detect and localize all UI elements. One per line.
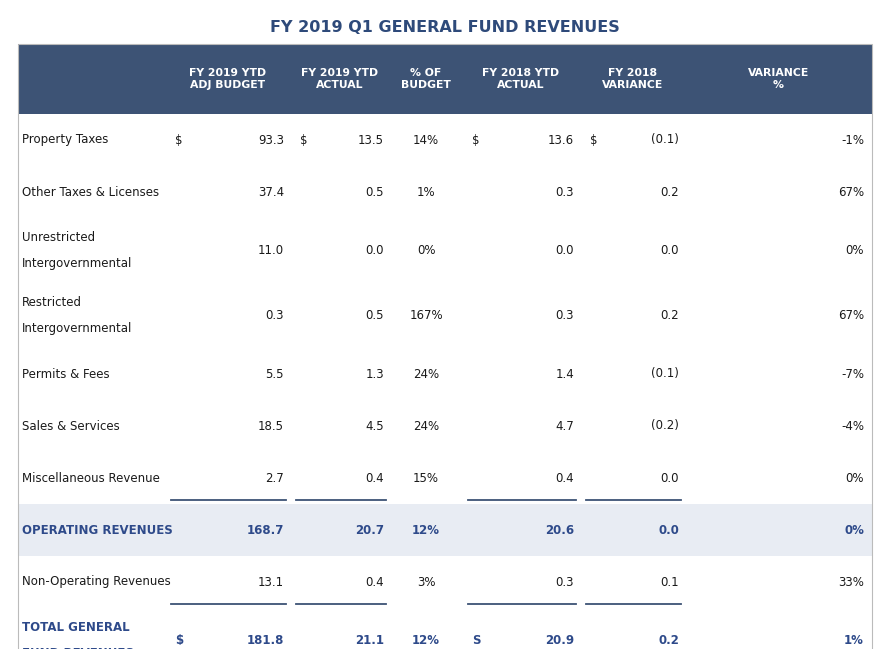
Text: $: $ [300, 134, 308, 147]
Text: 20.6: 20.6 [545, 524, 574, 537]
Text: 2.7: 2.7 [265, 472, 284, 485]
Text: 0%: 0% [846, 244, 864, 257]
Text: $: $ [175, 634, 183, 647]
Text: Other Taxes & Licenses: Other Taxes & Licenses [22, 186, 159, 199]
Text: FY 2019 YTD
ACTUAL: FY 2019 YTD ACTUAL [302, 67, 378, 90]
Text: 167%: 167% [409, 309, 443, 322]
Text: $: $ [472, 134, 480, 147]
Text: FY 2019 YTD
ADJ BUDGET: FY 2019 YTD ADJ BUDGET [189, 67, 266, 90]
Text: 12%: 12% [412, 524, 440, 537]
Text: % OF
BUDGET: % OF BUDGET [401, 67, 451, 90]
Text: 181.8: 181.8 [247, 634, 284, 647]
Text: 18.5: 18.5 [258, 419, 284, 432]
Text: Property Taxes: Property Taxes [22, 134, 109, 147]
Text: 24%: 24% [413, 419, 439, 432]
Text: 21.1: 21.1 [355, 634, 384, 647]
Text: -4%: -4% [841, 419, 864, 432]
Text: $: $ [590, 134, 597, 147]
Text: 5.5: 5.5 [265, 367, 284, 380]
Text: 15%: 15% [413, 472, 439, 485]
Text: 0.5: 0.5 [366, 186, 384, 199]
Text: 0.4: 0.4 [366, 576, 384, 589]
Text: (0.1): (0.1) [651, 134, 679, 147]
Text: 0.0: 0.0 [366, 244, 384, 257]
Text: 1%: 1% [417, 186, 435, 199]
Text: 0.3: 0.3 [555, 186, 574, 199]
Text: 12%: 12% [412, 634, 440, 647]
Text: 0.0: 0.0 [660, 244, 679, 257]
Text: Non-Operating Revenues: Non-Operating Revenues [22, 576, 171, 589]
Text: 0%: 0% [417, 244, 435, 257]
Text: Intergovernmental: Intergovernmental [22, 257, 133, 270]
Text: TOTAL GENERAL: TOTAL GENERAL [22, 621, 130, 634]
Text: 0.3: 0.3 [265, 309, 284, 322]
Text: 37.4: 37.4 [258, 186, 284, 199]
Text: 1%: 1% [844, 634, 864, 647]
Text: 0.0: 0.0 [660, 472, 679, 485]
Text: 13.1: 13.1 [258, 576, 284, 589]
Text: 0.2: 0.2 [658, 634, 679, 647]
Text: 1.3: 1.3 [366, 367, 384, 380]
Text: 13.5: 13.5 [358, 134, 384, 147]
Text: FY 2018
VARIANCE: FY 2018 VARIANCE [602, 67, 663, 90]
Text: 0%: 0% [846, 472, 864, 485]
Text: 0.2: 0.2 [660, 309, 679, 322]
Text: VARIANCE
%: VARIANCE % [748, 67, 809, 90]
Text: Unrestricted: Unrestricted [22, 231, 95, 244]
Text: 20.9: 20.9 [545, 634, 574, 647]
Text: FY 2018 YTD
ACTUAL: FY 2018 YTD ACTUAL [482, 67, 560, 90]
Text: (0.2): (0.2) [651, 419, 679, 432]
Text: Miscellaneous Revenue: Miscellaneous Revenue [22, 472, 160, 485]
Text: 0.2: 0.2 [660, 186, 679, 199]
Text: 13.6: 13.6 [548, 134, 574, 147]
Bar [18, 44, 872, 114]
Text: 168.7: 168.7 [247, 524, 284, 537]
Text: 0%: 0% [844, 524, 864, 537]
Text: -7%: -7% [841, 367, 864, 380]
Text: 0.3: 0.3 [555, 309, 574, 322]
Bar [18, 504, 872, 556]
Text: S: S [472, 634, 481, 647]
Text: 1.4: 1.4 [555, 367, 574, 380]
Text: 24%: 24% [413, 367, 439, 380]
Text: 33%: 33% [838, 576, 864, 589]
Text: -1%: -1% [841, 134, 864, 147]
Text: 0.0: 0.0 [658, 524, 679, 537]
Text: 11.0: 11.0 [258, 244, 284, 257]
Text: 4.5: 4.5 [366, 419, 384, 432]
Text: 20.7: 20.7 [355, 524, 384, 537]
Text: Permits & Fees: Permits & Fees [22, 367, 109, 380]
Text: FUND REVENUES: FUND REVENUES [22, 647, 134, 649]
Text: FY 2019 Q1 GENERAL FUND REVENUES: FY 2019 Q1 GENERAL FUND REVENUES [271, 19, 619, 34]
Text: 0.1: 0.1 [660, 576, 679, 589]
Text: Intergovernmental: Intergovernmental [22, 322, 133, 335]
Text: 93.3: 93.3 [258, 134, 284, 147]
Text: 0.4: 0.4 [366, 472, 384, 485]
Text: (0.1): (0.1) [651, 367, 679, 380]
Text: $: $ [175, 134, 182, 147]
Text: 67%: 67% [837, 186, 864, 199]
Text: 0.3: 0.3 [555, 576, 574, 589]
Text: 67%: 67% [837, 309, 864, 322]
Text: Restricted: Restricted [22, 296, 82, 309]
Text: 0.4: 0.4 [555, 472, 574, 485]
Text: OPERATING REVENUES: OPERATING REVENUES [22, 524, 173, 537]
Text: 4.7: 4.7 [555, 419, 574, 432]
Text: 0.5: 0.5 [366, 309, 384, 322]
Text: Sales & Services: Sales & Services [22, 419, 120, 432]
Text: 14%: 14% [413, 134, 439, 147]
Text: 0.0: 0.0 [555, 244, 574, 257]
Text: 3%: 3% [417, 576, 435, 589]
